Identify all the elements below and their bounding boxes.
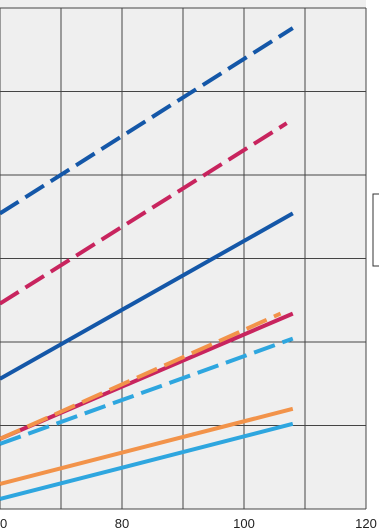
- series-line-4: [0, 311, 294, 441]
- series-line-1: [0, 26, 294, 216]
- series-lines: [0, 26, 294, 501]
- series-line-7: [0, 406, 294, 486]
- series-line-8: [0, 421, 294, 501]
- series-line-6: [0, 336, 294, 446]
- series-line-5: [0, 311, 282, 441]
- series-line-2: [0, 121, 288, 306]
- x-tick-label: 80: [115, 516, 129, 531]
- x-tick-label: 120: [355, 516, 377, 531]
- x-tick-label: 0: [0, 516, 7, 531]
- series-line-3: [0, 211, 294, 381]
- x-axis-tick-labels: 0 80 100 120: [0, 516, 377, 531]
- x-tick-label: 100: [233, 516, 255, 531]
- legend-fragment: [372, 193, 379, 267]
